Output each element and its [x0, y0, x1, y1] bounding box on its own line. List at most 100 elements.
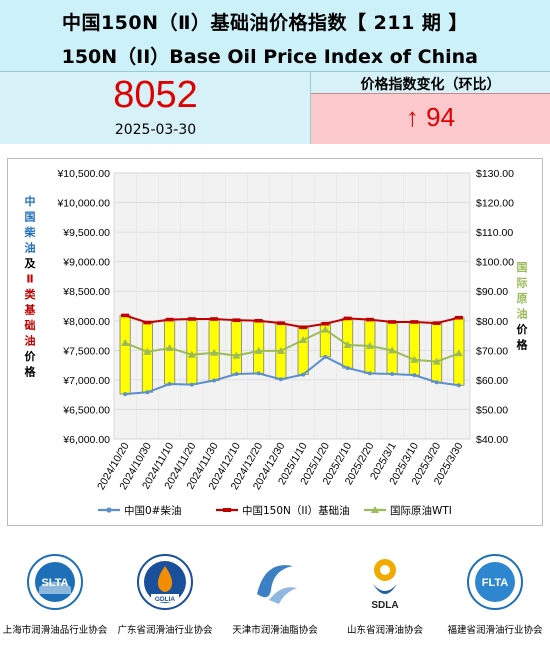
association-name: 福建省润滑油行业协会: [447, 625, 543, 636]
association-name: 广东省润滑油行业协会: [117, 625, 213, 636]
diesel-point: [323, 354, 328, 359]
slta-logo-icon: SLTA: [27, 554, 83, 610]
base-oil-point: [276, 321, 285, 325]
left-axis-title-char: 及: [25, 257, 37, 270]
price-chart: ¥10,500.00 ¥10,000.00 ¥9,500.00 ¥9,000.00 ¥8…: [24, 168, 529, 517]
wti-point: [388, 346, 397, 354]
diesel-line: [125, 355, 460, 396]
wti-point: [410, 355, 419, 363]
wti-point: [299, 335, 308, 343]
diesel-point: [278, 377, 283, 382]
wti-point: [365, 341, 374, 349]
base-oil-point: [232, 318, 241, 322]
wti-point: [254, 346, 263, 354]
change-value: ↑ 94: [405, 102, 456, 132]
right-tick-label: $120.00: [476, 198, 514, 210]
association-name: 天津市润滑油脂协会: [232, 625, 318, 636]
wti-point: [432, 357, 441, 365]
diesel-point: [367, 371, 372, 376]
logo-text: SLTA: [41, 577, 68, 589]
change-label-panel: 价格指数变化（环比）: [311, 72, 550, 94]
chart-frame: ¥10,500.00 ¥10,000.00 ¥9,500.00 ¥9,000.00 ¥8…: [7, 158, 543, 526]
diesel-point: [345, 366, 350, 371]
right-axis-title-char: 际: [517, 276, 528, 290]
base-oil-line: [124, 314, 460, 329]
tianjin-swirl-icon: [257, 565, 297, 604]
left-axis-title-char: 类: [25, 287, 37, 301]
association-flta: FLTA 福建省润滑油行业协会: [440, 548, 550, 652]
diesel-point: [256, 371, 261, 376]
right-tick-label: $100.00: [476, 257, 514, 269]
header: 中国150N（Ⅱ）基础油价格指数【 211 期 】 150N（II）Base O…: [0, 0, 550, 72]
left-axis-title-char: Ⅱ: [26, 273, 33, 286]
left-axis-title-char: 柴: [24, 225, 37, 239]
base-oil-point: [165, 317, 174, 322]
spread-bar: [431, 322, 443, 383]
diesel-point: [434, 380, 439, 385]
association-name: 上海市润滑油品行业协会: [2, 625, 108, 636]
left-tick-label: ¥9,000.00: [62, 257, 110, 269]
base-oil-point: [432, 321, 441, 325]
left-tick-label: ¥6,000.00: [62, 434, 110, 446]
sdla-logo-icon: SDLA: [371, 559, 399, 610]
legend-marker: [223, 508, 231, 512]
wti-point: [143, 347, 152, 355]
wti-point: [165, 343, 174, 351]
right-axis-title-char: 油: [517, 307, 528, 321]
gdlia-logo-icon: GDLIA: [137, 554, 193, 610]
base-oil-point: [143, 320, 152, 325]
flta-logo-icon: FLTA: [467, 554, 523, 610]
right-tick-label: $60.00: [476, 375, 508, 387]
diesel-point: [167, 382, 172, 387]
legend-label: 中国150N（II）基础油: [242, 504, 350, 517]
page-title-cn: 中国150N（Ⅱ）基础油价格指数【 211 期 】: [61, 12, 469, 34]
base-oil-point: [210, 317, 219, 321]
right-tick-label: $40.00: [476, 434, 508, 446]
logo-text: GDLIA: [155, 596, 176, 603]
association-slta: SLTA 上海市润滑油品行业协会: [0, 548, 110, 652]
wti-point: [232, 351, 241, 359]
right-tick-label: $130.00: [476, 168, 514, 180]
diesel-point: [212, 378, 217, 383]
left-axis-title-char: 油: [25, 241, 36, 255]
diesel-point: [145, 390, 150, 395]
left-axis-title-char: 油: [25, 334, 36, 348]
diesel-point: [412, 373, 417, 378]
base-oil-point: [187, 317, 196, 321]
right-tick-label: $50.00: [476, 404, 508, 416]
left-axis-title-char: 格: [25, 365, 37, 379]
left-axis-title-char: 价: [25, 350, 37, 363]
right-axis-title-char: 国: [517, 261, 528, 274]
left-tick-label: ¥7,000.00: [62, 375, 110, 387]
page-title-en: 150N（II）Base Oil Price Index of China: [61, 46, 478, 68]
left-axis-title-char: 中: [25, 194, 36, 208]
legend-label: 中国0#柴油: [124, 504, 181, 517]
base-oil-point: [343, 316, 352, 321]
left-tick-label: ¥8,000.00: [62, 316, 110, 328]
association-name: 山东省润滑油协会: [346, 625, 423, 636]
left-tick-label: ¥10,500.00: [56, 168, 110, 180]
logo-text: FLTA: [482, 577, 509, 589]
spread-bar: [297, 326, 309, 375]
left-tick-label: ¥6,500.00: [62, 404, 110, 416]
wti-point: [276, 346, 285, 354]
index-value: 8052: [113, 74, 198, 116]
right-tick-label: $90.00: [476, 286, 508, 298]
base-oil-point: [365, 317, 374, 322]
left-axis-title-char: 国: [25, 211, 36, 224]
legend-marker: [106, 507, 112, 513]
association-gdlia: GDLIA 广东省润滑油行业协会: [110, 548, 220, 652]
left-tick-label: ¥9,500.00: [62, 227, 110, 239]
diesel-point: [390, 371, 395, 376]
base-oil-point: [410, 320, 419, 324]
spread-bar: [119, 315, 131, 395]
spread-bar: [141, 322, 153, 393]
wti-point: [187, 350, 196, 358]
index-panel: 8052 2025-03-30: [0, 72, 311, 144]
base-oil-point: [299, 325, 308, 330]
diesel-point: [234, 371, 239, 376]
change-label: 价格指数变化（环比）: [360, 77, 501, 93]
change-value-panel: ↑ 94: [311, 94, 550, 144]
wti-point: [210, 348, 219, 356]
left-tick-label: ¥10,000.00: [56, 198, 110, 210]
